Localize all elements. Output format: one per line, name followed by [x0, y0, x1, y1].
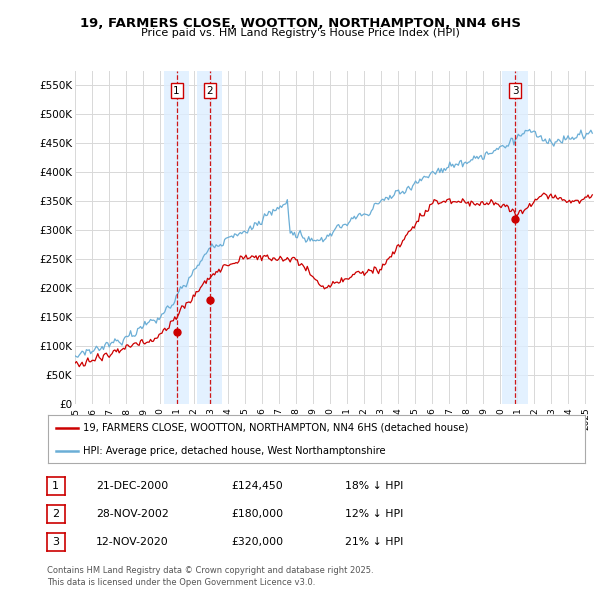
Text: £320,000: £320,000 [231, 537, 283, 547]
Text: 2: 2 [52, 509, 59, 519]
Text: HPI: Average price, detached house, West Northamptonshire: HPI: Average price, detached house, West… [83, 446, 386, 456]
Text: 3: 3 [52, 537, 59, 547]
Text: 12-NOV-2020: 12-NOV-2020 [96, 537, 169, 547]
Bar [197, 71, 223, 404]
Text: 1: 1 [173, 86, 180, 96]
Text: Price paid vs. HM Land Registry's House Price Index (HPI): Price paid vs. HM Land Registry's House … [140, 28, 460, 38]
Text: £180,000: £180,000 [231, 509, 283, 519]
Text: 21% ↓ HPI: 21% ↓ HPI [345, 537, 403, 547]
Text: 2: 2 [206, 86, 213, 96]
Text: 21-DEC-2000: 21-DEC-2000 [96, 481, 168, 491]
Bar [164, 71, 190, 404]
Text: Contains HM Land Registry data © Crown copyright and database right 2025.
This d: Contains HM Land Registry data © Crown c… [47, 566, 373, 587]
Text: 19, FARMERS CLOSE, WOOTTON, NORTHAMPTON, NN4 6HS: 19, FARMERS CLOSE, WOOTTON, NORTHAMPTON,… [79, 17, 521, 30]
Text: 3: 3 [512, 86, 518, 96]
Bar [502, 71, 528, 404]
Text: 28-NOV-2002: 28-NOV-2002 [96, 509, 169, 519]
Text: 19, FARMERS CLOSE, WOOTTON, NORTHAMPTON, NN4 6HS (detached house): 19, FARMERS CLOSE, WOOTTON, NORTHAMPTON,… [83, 423, 468, 433]
Text: 12% ↓ HPI: 12% ↓ HPI [345, 509, 403, 519]
Text: 1: 1 [52, 481, 59, 491]
Text: £124,450: £124,450 [231, 481, 283, 491]
Text: 18% ↓ HPI: 18% ↓ HPI [345, 481, 403, 491]
